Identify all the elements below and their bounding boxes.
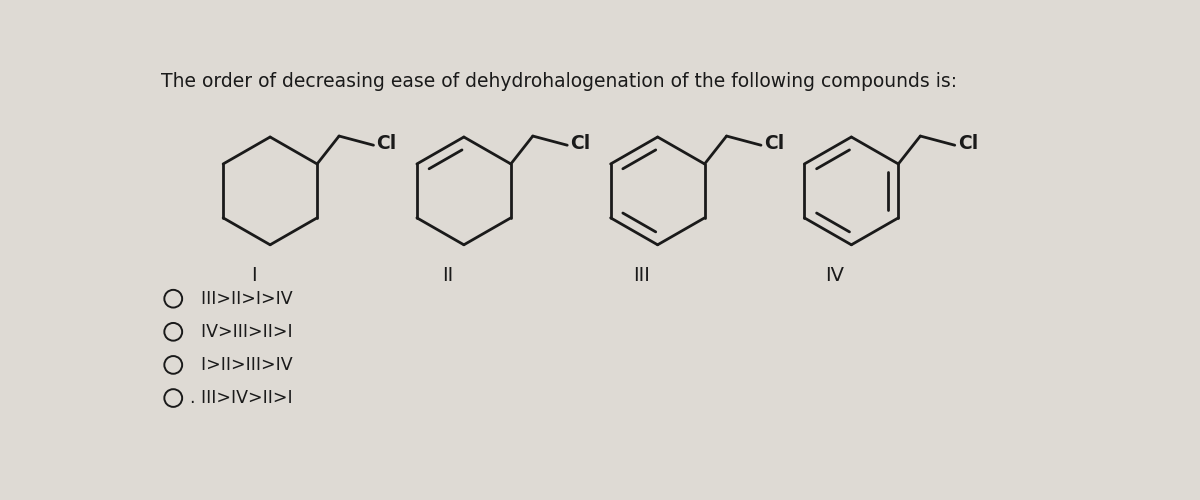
Text: I>II>III>IV: I>II>III>IV: [190, 356, 293, 374]
Text: III>II>I>IV: III>II>I>IV: [190, 290, 293, 308]
Text: Cl: Cl: [570, 134, 590, 153]
Text: III: III: [632, 266, 649, 285]
Text: I: I: [251, 266, 257, 285]
Text: IV: IV: [826, 266, 845, 285]
Text: The order of decreasing ease of dehydrohalogenation of the following compounds i: The order of decreasing ease of dehydroh…: [161, 72, 956, 90]
Text: Cl: Cl: [958, 134, 978, 153]
Text: . III>IV>II>I: . III>IV>II>I: [190, 389, 293, 407]
Text: Cl: Cl: [377, 134, 397, 153]
Text: Cl: Cl: [764, 134, 785, 153]
Text: II: II: [442, 266, 454, 285]
Text: IV>III>II>I: IV>III>II>I: [190, 323, 293, 341]
